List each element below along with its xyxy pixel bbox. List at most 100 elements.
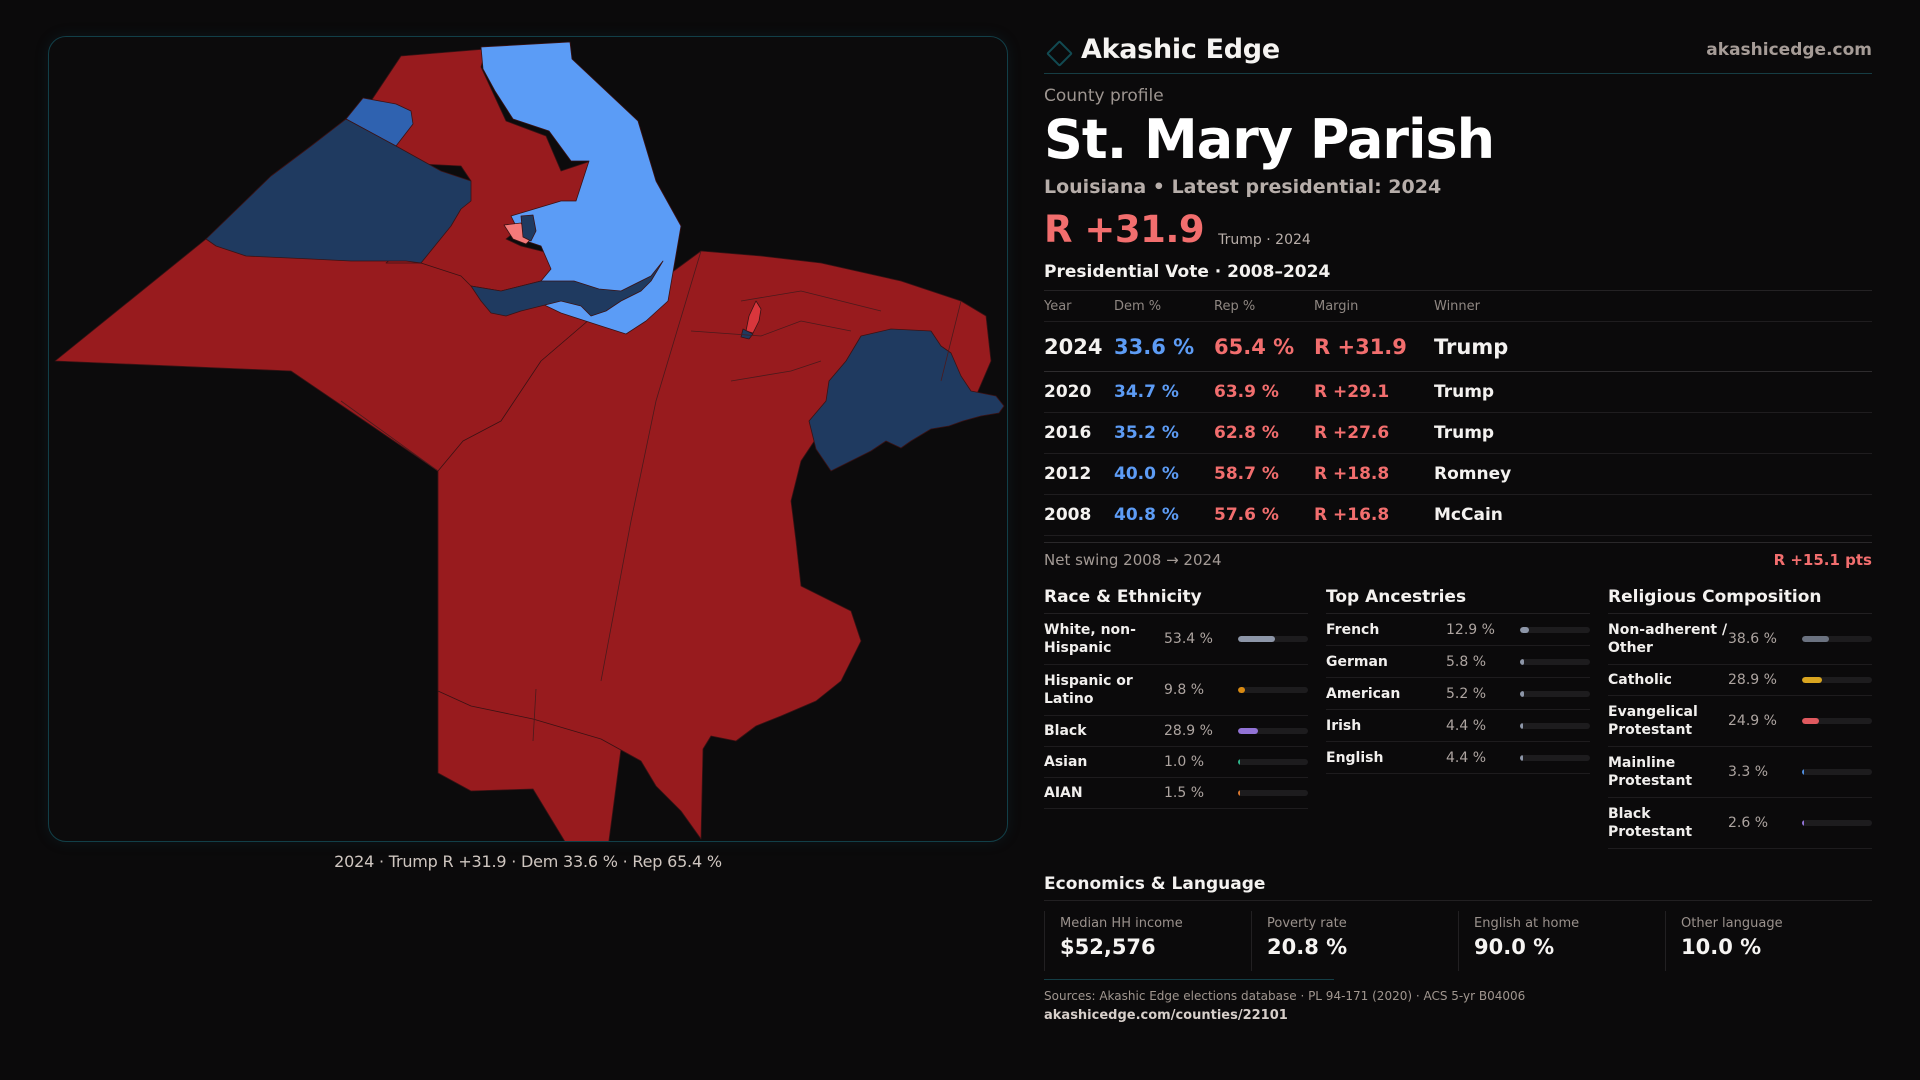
stat-label: German (1326, 653, 1388, 670)
diamond-logo-icon (1046, 40, 1073, 67)
race-ethnicity-section: Race & Ethnicity White, non-Hispanic 53.… (1044, 580, 1308, 849)
stat-row: Mainline Protestant 3.3 % (1608, 747, 1872, 798)
cell-margin: R +29.1 (1314, 382, 1390, 402)
cell-margin: R +16.8 (1314, 505, 1390, 525)
stat-label: American (1326, 685, 1401, 702)
stat-bar (1520, 722, 1590, 729)
economics-grid: Median HH income $52,576 Poverty rate 20… (1044, 911, 1872, 971)
table-row: 2024 33.6 % 65.4 % R +31.9 Trump (1044, 322, 1872, 372)
stat-row: German 5.8 % (1326, 646, 1590, 678)
cell-rep: 63.9 % (1214, 382, 1279, 402)
cell-winner: Trump (1434, 423, 1495, 443)
economics-title: Economics & Language (1044, 867, 1872, 901)
cell-margin: R +27.6 (1314, 423, 1390, 443)
cell-dem: 40.8 % (1114, 505, 1179, 525)
cell-year: 2012 (1044, 464, 1092, 484)
cell-rep: 58.7 % (1214, 464, 1279, 484)
stat-value: 1.5 % (1164, 785, 1205, 801)
cell-winner: Trump (1434, 382, 1495, 402)
stat-label: French (1326, 621, 1380, 638)
col-header-year: Year (1044, 298, 1072, 314)
stat-bar-fill (1238, 728, 1259, 734)
cell-dem: 35.2 % (1114, 423, 1179, 443)
stat-row: Black 28.9 % (1044, 716, 1308, 747)
stat-bar (1238, 636, 1308, 642)
stat-bar-fill (1520, 658, 1525, 665)
stat-value: 4.4 % (1446, 717, 1487, 734)
table-row: 2008 40.8 % 57.6 % R +16.8 McCain (1044, 495, 1872, 536)
stat-label: English (1326, 749, 1384, 766)
stat-value: 53.4 % (1164, 631, 1213, 647)
econ-label: English at home (1474, 916, 1580, 931)
precinct-dem-dark-small[interactable] (520, 214, 537, 242)
net-swing-row: Net swing 2008 → 2024 R +15.1 pts (1044, 542, 1872, 576)
stat-bar (1520, 754, 1590, 761)
stat-value: 12.9 % (1446, 621, 1495, 638)
page-subtitle: Louisiana • Latest presidential: 2024 (1044, 176, 1442, 198)
cell-rep: 65.4 % (1214, 334, 1295, 359)
footer-divider (1044, 979, 1334, 980)
stat-bar (1238, 728, 1308, 734)
stat-bar (1520, 658, 1590, 665)
econ-label: Poverty rate (1267, 916, 1347, 931)
stat-bar (1802, 769, 1872, 775)
source-url-link[interactable]: akashicedge.com/counties/22101 (1044, 1008, 1288, 1023)
col-header-dem: Dem % (1114, 298, 1162, 314)
ancestries-section: Top Ancestries French 12.9 % German 5.8 … (1326, 580, 1590, 849)
stat-value: 24.9 % (1728, 713, 1777, 729)
stat-bar (1238, 790, 1308, 796)
brand-url-link[interactable]: akashicedge.com (1706, 39, 1872, 60)
col-header-rep: Rep % (1214, 298, 1256, 314)
econ-label: Median HH income (1060, 916, 1183, 931)
table-row: 2016 35.2 % 62.8 % R +27.6 Trump (1044, 413, 1872, 454)
religion-title: Religious Composition (1608, 580, 1872, 614)
page-title: St. Mary Parish (1044, 108, 1495, 171)
stat-value: 9.8 % (1164, 682, 1205, 698)
cell-year: 2016 (1044, 423, 1092, 443)
stat-row: Catholic 28.9 % (1608, 665, 1872, 696)
stat-bar (1802, 820, 1872, 826)
stat-value: 2.6 % (1728, 815, 1769, 831)
stat-bar (1238, 759, 1308, 765)
stat-bar (1802, 718, 1872, 724)
col-header-margin: Margin (1314, 298, 1359, 314)
stat-label: Black Protestant (1608, 806, 1693, 840)
cell-dem: 34.7 % (1114, 382, 1179, 402)
precinct-dem-northeast[interactable] (480, 41, 682, 335)
stat-row: Asian 1.0 % (1044, 747, 1308, 778)
table-row: 2020 34.7 % 63.9 % R +29.1 Trump (1044, 372, 1872, 413)
precinct-dem-east[interactable] (808, 328, 1005, 472)
religion-section: Religious Composition Non-adherent / Oth… (1608, 580, 1872, 849)
stat-bar (1520, 626, 1590, 633)
stat-label: Hispanic or Latino (1044, 673, 1133, 707)
econ-value: 20.8 % (1267, 935, 1348, 959)
stat-bar-fill (1802, 769, 1805, 775)
stat-row: French 12.9 % (1326, 614, 1590, 646)
stat-bar-fill (1520, 754, 1524, 761)
table-header-row: Year Dem % Rep % Margin Winner (1044, 291, 1872, 322)
presidential-vote-title: Presidential Vote · 2008–2024 (1044, 262, 1331, 282)
precinct-dem-west[interactable] (205, 118, 472, 264)
stat-value: 5.8 % (1446, 653, 1487, 670)
cell-year: 2020 (1044, 382, 1092, 402)
stat-row: Hispanic or Latino 9.8 % (1044, 665, 1308, 716)
eyebrow-label: County profile (1044, 86, 1164, 106)
stat-label: Asian (1044, 754, 1088, 770)
precinct-map[interactable] (48, 36, 1008, 842)
stat-bar (1802, 636, 1872, 642)
stat-row: Irish 4.4 % (1326, 710, 1590, 742)
precinct-rep-mid-small[interactable] (745, 300, 762, 334)
stat-label: AIAN (1044, 785, 1083, 801)
cell-dem: 40.0 % (1114, 464, 1179, 484)
stat-value: 38.6 % (1728, 631, 1777, 647)
precinct-dem-bay[interactable] (470, 260, 664, 317)
col-header-winner: Winner (1434, 298, 1481, 314)
econ-value: 90.0 % (1474, 935, 1555, 959)
stat-bar-fill (1238, 790, 1240, 796)
table-row: 2012 40.0 % 58.7 % R +18.8 Romney (1044, 454, 1872, 495)
stat-row: American 5.2 % (1326, 678, 1590, 710)
stat-bar-fill (1238, 759, 1240, 765)
demographics-columns: Race & Ethnicity White, non-Hispanic 53.… (1044, 580, 1872, 849)
cell-rep: 62.8 % (1214, 423, 1279, 443)
presidential-vote-table: Year Dem % Rep % Margin Winner 2024 33.6… (1044, 290, 1872, 536)
